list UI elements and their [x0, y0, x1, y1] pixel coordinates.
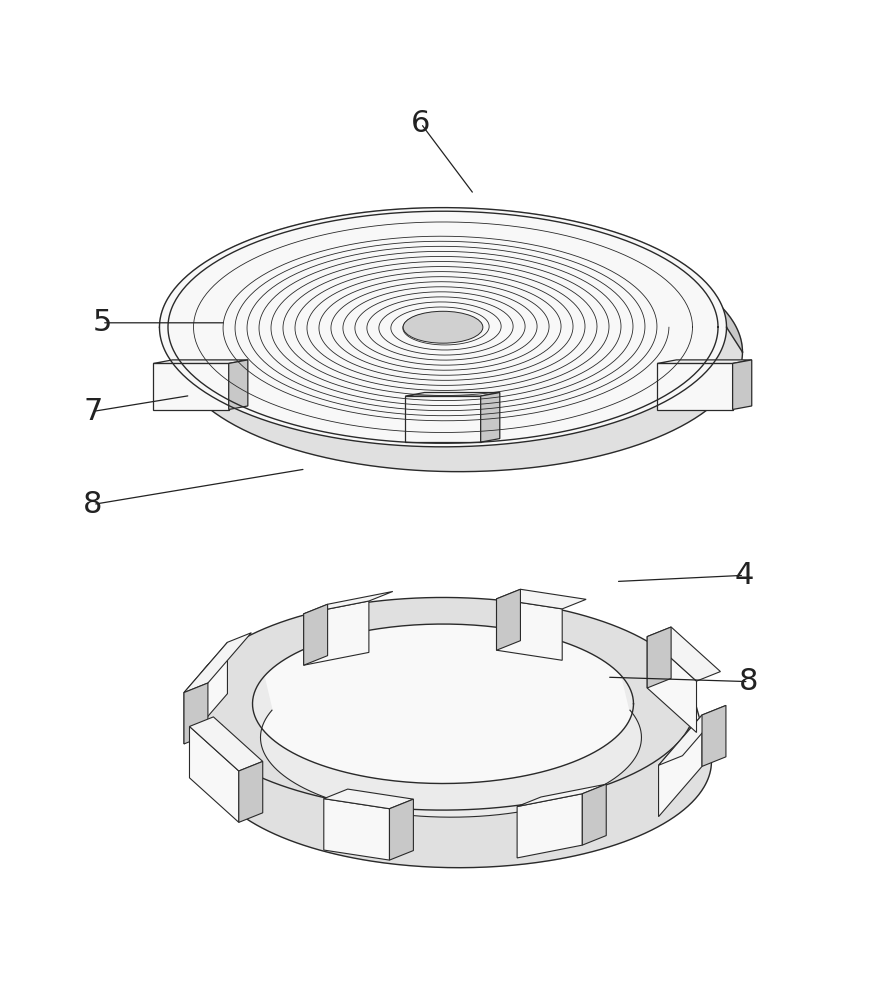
Polygon shape — [390, 799, 414, 860]
Polygon shape — [517, 794, 582, 858]
Ellipse shape — [190, 597, 696, 810]
Polygon shape — [184, 683, 208, 744]
Polygon shape — [153, 363, 229, 410]
Polygon shape — [658, 705, 726, 765]
Polygon shape — [239, 761, 263, 822]
Polygon shape — [304, 591, 392, 614]
Polygon shape — [159, 327, 742, 472]
Polygon shape — [229, 360, 248, 410]
Polygon shape — [184, 642, 228, 744]
Text: 6: 6 — [411, 109, 431, 138]
Polygon shape — [304, 601, 369, 665]
Polygon shape — [323, 799, 390, 860]
Polygon shape — [658, 715, 702, 817]
Polygon shape — [647, 637, 696, 733]
Polygon shape — [190, 726, 239, 822]
Text: 4: 4 — [734, 561, 754, 590]
Polygon shape — [582, 784, 606, 845]
Polygon shape — [304, 604, 328, 665]
Text: 8: 8 — [83, 490, 103, 519]
Polygon shape — [647, 627, 671, 688]
Polygon shape — [190, 717, 263, 771]
Polygon shape — [480, 393, 500, 442]
Polygon shape — [702, 705, 726, 766]
Polygon shape — [517, 784, 606, 807]
Polygon shape — [657, 363, 733, 410]
Polygon shape — [496, 589, 587, 609]
Ellipse shape — [403, 311, 483, 343]
Ellipse shape — [253, 624, 633, 784]
Polygon shape — [253, 677, 641, 817]
Polygon shape — [190, 667, 711, 868]
Polygon shape — [405, 396, 480, 442]
Polygon shape — [153, 360, 248, 363]
Polygon shape — [657, 360, 751, 363]
Text: 5: 5 — [92, 308, 112, 337]
Polygon shape — [733, 360, 751, 410]
Ellipse shape — [159, 208, 727, 447]
Text: 7: 7 — [83, 397, 103, 426]
Polygon shape — [184, 633, 252, 693]
Polygon shape — [647, 627, 720, 681]
Ellipse shape — [253, 624, 633, 784]
Polygon shape — [496, 589, 520, 650]
Polygon shape — [496, 599, 563, 660]
Polygon shape — [405, 393, 500, 396]
Text: 8: 8 — [739, 667, 758, 696]
Polygon shape — [159, 208, 742, 352]
Polygon shape — [323, 789, 414, 809]
